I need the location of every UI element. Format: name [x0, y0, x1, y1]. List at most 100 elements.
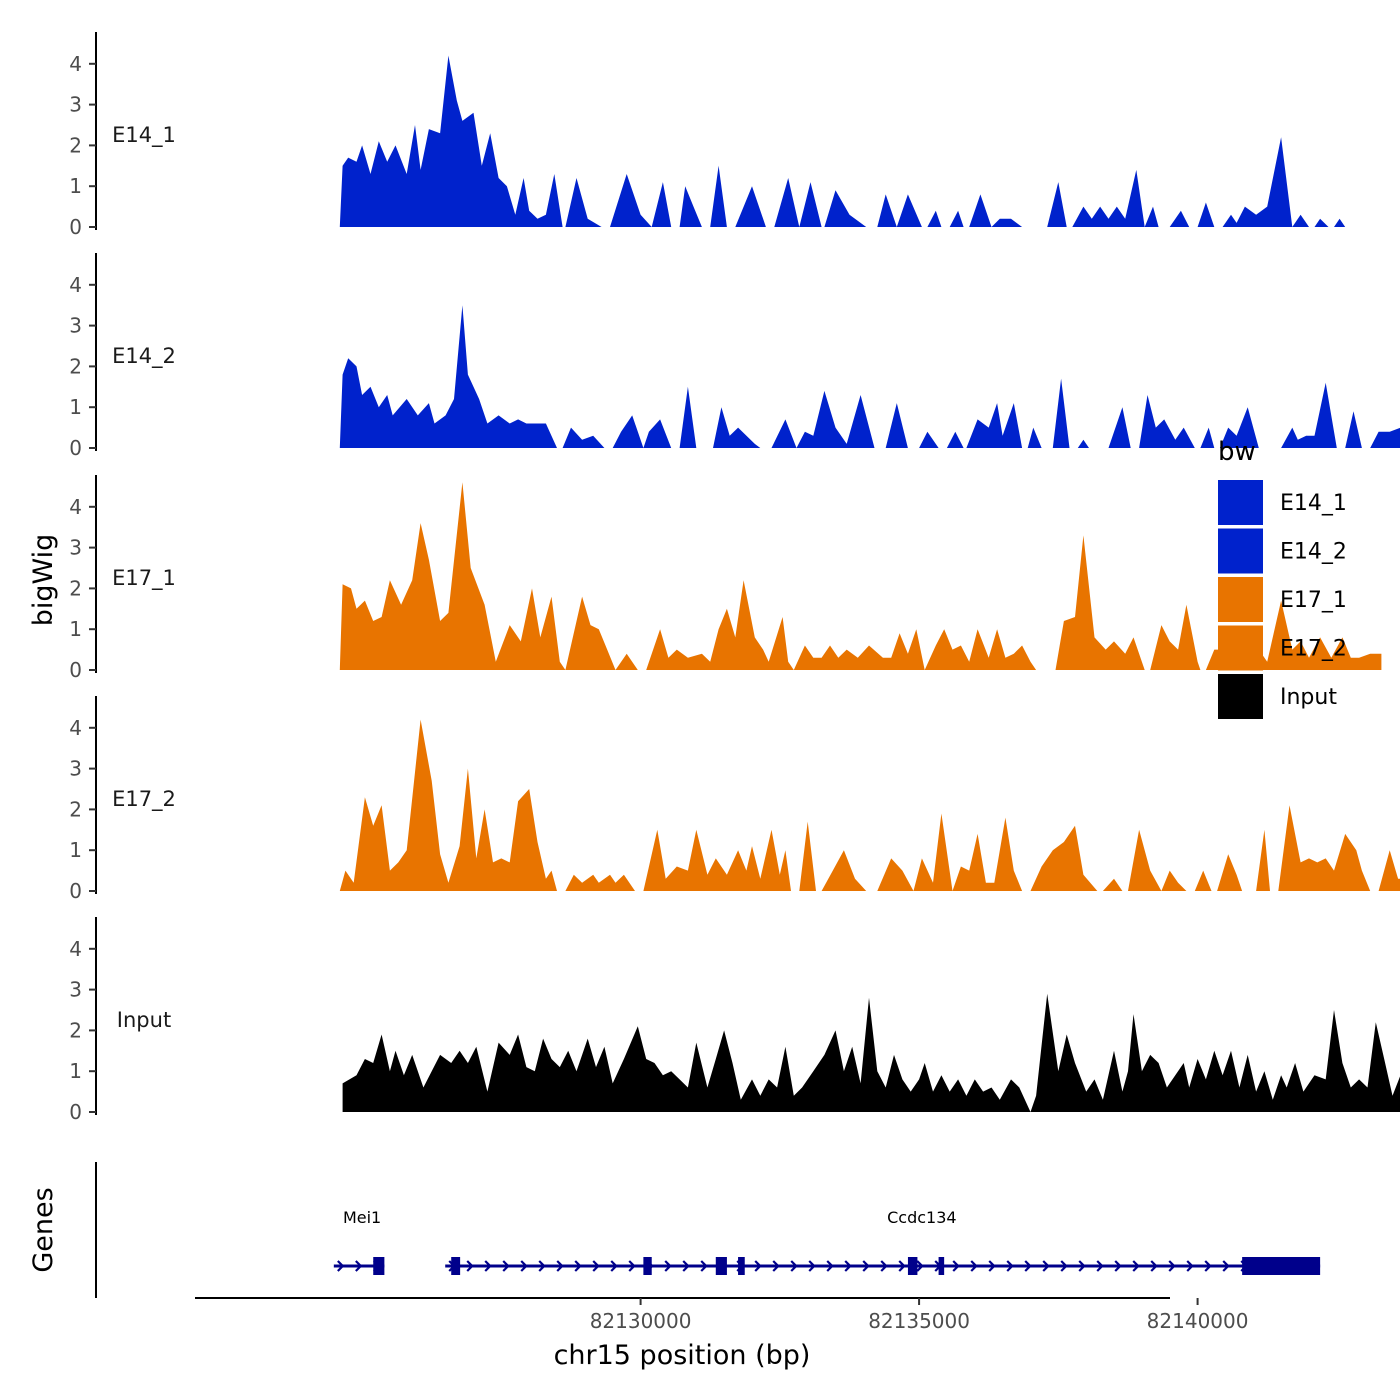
coverage-area-E14_2 [339, 305, 1400, 448]
x-axis: chr15 position (bp) 82130000 82135000 8214… [195, 1297, 1249, 1371]
y-tick-label: 3 [69, 314, 82, 338]
y-tick-label: 4 [69, 52, 82, 76]
legend-label-E17_1: E17_1 [1280, 588, 1347, 613]
y-tick-label: 3 [69, 93, 82, 117]
coverage-area-E14_1 [339, 55, 1346, 227]
track-label-E17_2: E17_2 [112, 787, 176, 812]
gene-label-Ccdc134: Ccdc134 [887, 1208, 956, 1227]
strand-arrow [754, 1260, 762, 1272]
x-axis-title: chr15 position (bp) [554, 1340, 811, 1371]
x-tick-label: 82140000 [1147, 1309, 1249, 1333]
exon-block [373, 1257, 385, 1275]
exon-block [451, 1257, 461, 1275]
strand-arrow [880, 1260, 888, 1272]
strand-arrow [826, 1260, 834, 1272]
strand-arrow [337, 1260, 345, 1272]
gene-Mei1: Mei1 [333, 1208, 385, 1275]
y-tick-label: 1 [69, 617, 82, 641]
y-tick-label: 2 [69, 797, 82, 821]
legend-swatch-E17_1 [1218, 577, 1263, 622]
y-tick-label: 3 [69, 536, 82, 560]
strand-arrow [1150, 1260, 1158, 1272]
strand-arrow [628, 1260, 636, 1272]
strand-arrow [916, 1260, 924, 1272]
strand-arrow [520, 1260, 528, 1272]
legend-label-Input: Input [1280, 685, 1337, 710]
legend-label-E14_1: E14_1 [1280, 491, 1347, 516]
y-tick-label: 0 [69, 658, 82, 682]
strand-arrow [502, 1260, 510, 1272]
track-panel-Input: 0 1 2 3 4 Input [69, 917, 1400, 1124]
legend-swatch-E14_2 [1218, 528, 1263, 574]
y-tick-label: 4 [69, 937, 82, 961]
strand-arrow [466, 1260, 474, 1272]
strand-arrow [592, 1260, 600, 1272]
strand-arrow [1042, 1260, 1050, 1272]
strand-arrow [610, 1260, 618, 1272]
strand-arrow [1060, 1260, 1068, 1272]
track-panel-E14_1: 0 1 2 3 4 E14_1 [69, 32, 1346, 239]
track-panel-E17_1: 0 1 2 3 4 E17_1 [69, 475, 1382, 682]
legend-title: bw [1218, 437, 1256, 467]
y-tick-label: 1 [69, 1059, 82, 1083]
strand-arrow [808, 1260, 816, 1272]
exon-block [907, 1257, 918, 1275]
strand-arrow [556, 1260, 564, 1272]
track-label-Input: Input [117, 1008, 171, 1032]
x-tick-label: 82135000 [868, 1309, 970, 1333]
strand-arrow [1114, 1260, 1122, 1272]
track-panel-E17_2: 0 1 2 3 4 E17_2 [69, 696, 1400, 903]
track-panels: 0 1 2 3 4 E14_1 0 1 2 3 4 E14_2 0 1 2 3 4 E17_1 0 1 2 3 4 E17_2… [69, 32, 1400, 1124]
coverage-area-E17_2 [339, 719, 1400, 891]
strand-arrow [1078, 1260, 1086, 1272]
coverage-area-Input [342, 993, 1400, 1112]
strand-arrow [844, 1260, 852, 1272]
legend: bw E14_1 E14_2 E17_1 E17_2 Input [1218, 437, 1347, 719]
legend-label-E14_2: E14_2 [1280, 540, 1347, 565]
exon-block [643, 1257, 652, 1275]
exon-block [738, 1257, 745, 1275]
y-tick-label: 1 [69, 838, 82, 862]
strand-arrow [1168, 1260, 1176, 1272]
y-tick-label: 0 [69, 436, 82, 460]
y-tick-label: 4 [69, 716, 82, 740]
strand-arrow [772, 1260, 780, 1272]
strand-arrow [970, 1260, 978, 1272]
track-label-E14_2: E14_2 [112, 344, 176, 369]
exon-block [1242, 1257, 1321, 1275]
y-tick-label: 2 [69, 1018, 82, 1042]
legend-swatch-E14_1 [1218, 480, 1263, 525]
y-tick-label: 0 [69, 879, 82, 903]
strand-arrow [664, 1260, 672, 1272]
exon-block [715, 1257, 727, 1275]
x-tick-label: 82130000 [590, 1309, 692, 1333]
strand-arrow [574, 1260, 582, 1272]
y-tick-label: 2 [69, 576, 82, 600]
y-tick-label: 0 [69, 1100, 82, 1124]
strand-arrow [682, 1260, 690, 1272]
gene-Ccdc134: Ccdc134 [445, 1208, 1321, 1275]
strand-arrow [538, 1260, 546, 1272]
strand-arrow [988, 1260, 996, 1272]
strand-arrow [898, 1260, 906, 1272]
y-tick-label: 2 [69, 133, 82, 157]
strand-arrow [700, 1260, 708, 1272]
y-tick-label: 3 [69, 978, 82, 1002]
legend-swatch-E17_2 [1218, 625, 1263, 671]
track-label-E14_1: E14_1 [112, 123, 176, 148]
strand-arrow [862, 1260, 870, 1272]
y-tick-label: 1 [69, 395, 82, 419]
y-tick-label: 2 [69, 354, 82, 378]
track-panel-E14_2: 0 1 2 3 4 E14_2 [69, 253, 1400, 460]
track-label-E17_1: E17_1 [112, 566, 176, 591]
exon-block [938, 1257, 945, 1275]
strand-arrow [1096, 1260, 1104, 1272]
strand-arrow [1006, 1260, 1014, 1272]
coverage-area-E17_1 [339, 482, 1382, 670]
y-tick-label: 0 [69, 215, 82, 239]
y-tick-label: 4 [69, 495, 82, 519]
gene-panel: Genes Mei1 Ccdc134 [28, 1162, 1321, 1298]
strand-arrow [1132, 1260, 1140, 1272]
y-tick-label: 4 [69, 273, 82, 297]
